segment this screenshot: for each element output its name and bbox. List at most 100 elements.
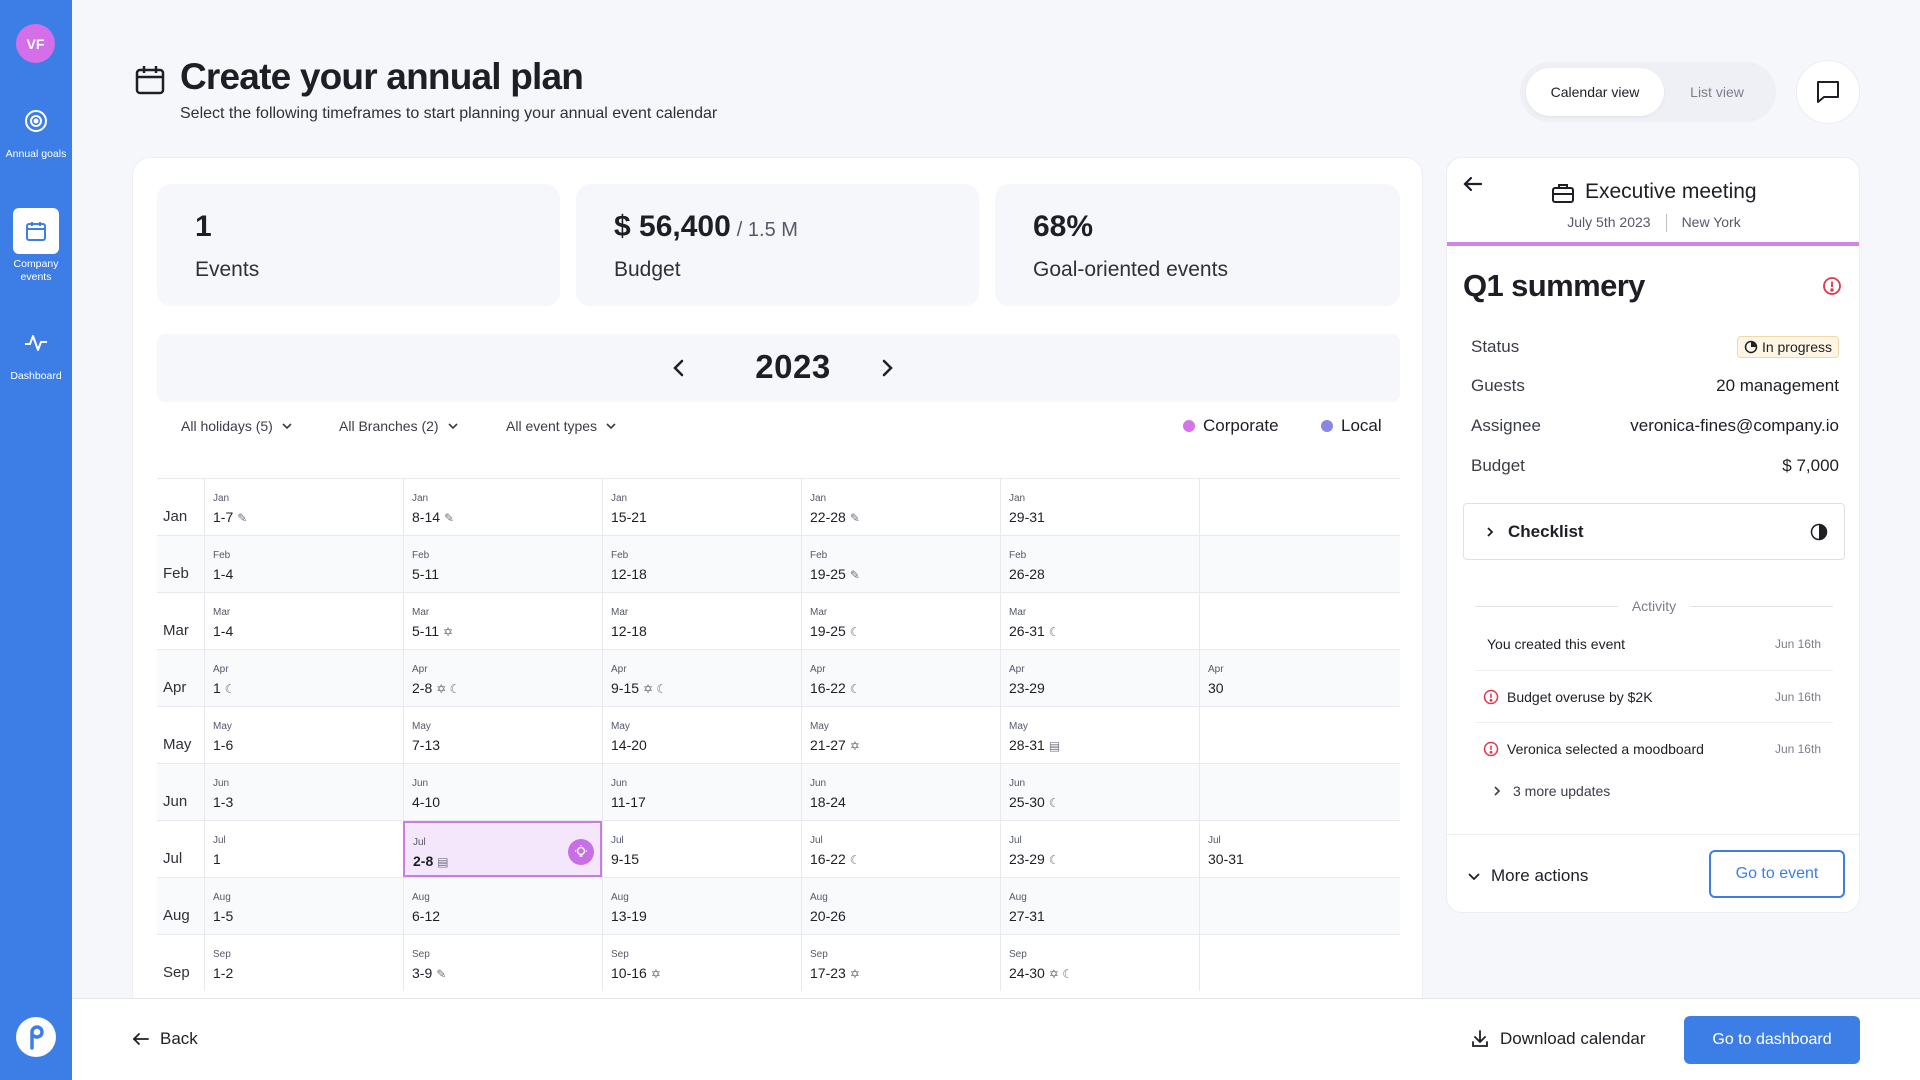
month-label: May [163, 736, 192, 753]
week-range-text: 14-20 [611, 737, 647, 753]
filter-event-types[interactable]: All event types [506, 418, 617, 434]
week-cell[interactable]: May 21-27 ✡ [801, 707, 1000, 763]
download-calendar-button[interactable]: Download calendar [1470, 1029, 1646, 1049]
week-cell[interactable]: Sep 17-23 ✡ [801, 935, 1000, 991]
empty-cell [1199, 707, 1398, 763]
week-cell[interactable]: Jun 25-30 ☾ [1000, 764, 1199, 820]
chat-button[interactable] [1796, 60, 1860, 124]
week-month: May [213, 721, 232, 732]
week-range: 23-29 ☾ [1009, 851, 1191, 869]
week-cell[interactable]: Aug 13-19 [602, 878, 801, 934]
week-month: Jul [1208, 835, 1221, 846]
week-cell[interactable]: Feb 26-28 [1000, 536, 1199, 592]
week-cell[interactable]: May 1-6 [204, 707, 403, 763]
back-arrow-icon[interactable] [1461, 172, 1485, 201]
activity-item: Budget overuse by $2K Jun 16th [1475, 671, 1833, 723]
week-cell[interactable]: May 28-31 ▤ [1000, 707, 1199, 763]
week-range: 26-31 ☾ [1009, 623, 1191, 641]
week-month: Jul [810, 835, 823, 846]
week-cell[interactable]: Apr 9-15 ✡ ☾ [602, 650, 801, 706]
week-cell[interactable]: Jun 11-17 [602, 764, 801, 820]
week-range-text: 2-8 [413, 853, 434, 869]
more-updates-link[interactable]: 3 more updates [1491, 783, 1610, 799]
stat-label: Budget [614, 258, 681, 281]
avatar[interactable]: VF [16, 24, 55, 63]
chevron-down-icon [606, 423, 616, 430]
week-cell[interactable]: Jul 9-15 [602, 821, 801, 877]
chevron-right-icon[interactable] [875, 356, 899, 385]
week-range-text: 5-11 [412, 566, 439, 582]
legend-dot [1321, 420, 1333, 432]
week-cell[interactable]: Mar 1-4 [204, 593, 403, 649]
week-cell[interactable]: Aug 6-12 [403, 878, 602, 934]
holiday-icon: ✡ [849, 739, 860, 753]
week-cell[interactable]: Sep 3-9 ✎ [403, 935, 602, 991]
week-cell[interactable]: Jun 1-3 [204, 764, 403, 820]
empty-cell [1199, 593, 1398, 649]
week-cell[interactable]: Jul 16-22 ☾ [801, 821, 1000, 877]
calendar-row: Aug Aug 1-5 Aug 6-12 Aug 13-19 Aug 20-26 Aug 27-31 [157, 877, 1400, 934]
sidebar-item-dashboard[interactable]: Dashboard [0, 320, 72, 383]
activity-date: Jun 16th [1774, 690, 1821, 704]
p-logo-icon[interactable] [16, 1017, 56, 1057]
list-view-tab[interactable]: List view [1690, 84, 1744, 100]
week-cell[interactable]: Aug 20-26 [801, 878, 1000, 934]
filter-holidays[interactable]: All holidays (5) [181, 418, 293, 434]
chevron-left-icon[interactable] [667, 356, 691, 385]
more-actions-button[interactable]: More actions [1467, 866, 1588, 886]
week-cell[interactable]: Feb 1-4 [204, 536, 403, 592]
calendar-view-tab[interactable]: Calendar view [1526, 68, 1664, 116]
week-cell[interactable]: Mar 12-18 [602, 593, 801, 649]
week-cell[interactable]: Jul 23-29 ☾ [1000, 821, 1199, 877]
week-cell[interactable]: Jul 30-31 [1199, 821, 1398, 877]
week-cell[interactable]: Mar 5-11 ✡ [403, 593, 602, 649]
filter-branches[interactable]: All Branches (2) [339, 418, 459, 434]
back-button[interactable]: Back [132, 1029, 198, 1049]
week-cell[interactable]: Apr 23-29 [1000, 650, 1199, 706]
week-cell[interactable]: Mar 19-25 ☾ [801, 593, 1000, 649]
week-cell[interactable]: Mar 26-31 ☾ [1000, 593, 1199, 649]
week-range-text: 19-25 [810, 566, 846, 582]
week-cell[interactable]: May 7-13 [403, 707, 602, 763]
week-range-text: 4-10 [412, 794, 441, 810]
week-cell[interactable]: Apr 16-22 ☾ [801, 650, 1000, 706]
week-range-text: 9-15 [611, 851, 640, 867]
week-cell[interactable]: Jan 8-14 ✎ [403, 479, 602, 535]
more-actions-label: More actions [1491, 866, 1589, 885]
go-to-event-button[interactable]: Go to event [1709, 850, 1845, 898]
week-cell[interactable]: Aug 1-5 [204, 878, 403, 934]
week-range: 9-15 [611, 851, 793, 868]
week-cell[interactable]: Sep 1-2 [204, 935, 403, 991]
week-cell[interactable]: Feb 19-25 ✎ [801, 536, 1000, 592]
week-cell[interactable]: Jan 22-28 ✎ [801, 479, 1000, 535]
week-cell[interactable]: Jun 18-24 [801, 764, 1000, 820]
week-cell[interactable]: Jan 15-21 [602, 479, 801, 535]
week-cell[interactable]: Apr 30 [1199, 650, 1398, 706]
week-cell[interactable]: Feb 5-11 [403, 536, 602, 592]
week-range-text: 1-6 [213, 737, 234, 753]
week-cell[interactable]: Jan 29-31 [1000, 479, 1199, 535]
week-month: Apr [213, 664, 229, 675]
week-cell[interactable]: May 14-20 [602, 707, 801, 763]
go-to-dashboard-button[interactable]: Go to dashboard [1684, 1016, 1860, 1064]
week-cell[interactable]: Aug 27-31 [1000, 878, 1199, 934]
sidebar-item-company-events[interactable]: Company events [0, 208, 72, 284]
week-cell[interactable]: Apr 1 ☾ [204, 650, 403, 706]
week-range-text: 15-21 [611, 509, 647, 525]
week-cell[interactable]: Jan 1-7 ✎ [204, 479, 403, 535]
week-cell[interactable]: Apr 2-8 ✡ ☾ [403, 650, 602, 706]
week-cell[interactable]: Jul 1 [204, 821, 403, 877]
sidebar-item-annual-goals[interactable]: Annual goals [0, 98, 72, 161]
week-cell[interactable]: Feb 12-18 [602, 536, 801, 592]
week-cell[interactable]: Jun 4-10 [403, 764, 602, 820]
week-month: Jun [611, 778, 628, 789]
week-month: Apr [611, 664, 627, 675]
week-month: Jan [412, 493, 429, 504]
week-cell[interactable]: Sep 24-30 ✡ ☾ [1000, 935, 1199, 991]
alert-icon[interactable] [1822, 276, 1842, 301]
lightbulb-icon[interactable] [568, 839, 594, 865]
week-range: 30 [1208, 680, 1390, 697]
week-cell[interactable]: Sep 10-16 ✡ [602, 935, 801, 991]
week-cell[interactable]: Jul 2-8 ▤ [403, 821, 602, 877]
checklist-accordion[interactable]: Checklist [1463, 503, 1845, 560]
